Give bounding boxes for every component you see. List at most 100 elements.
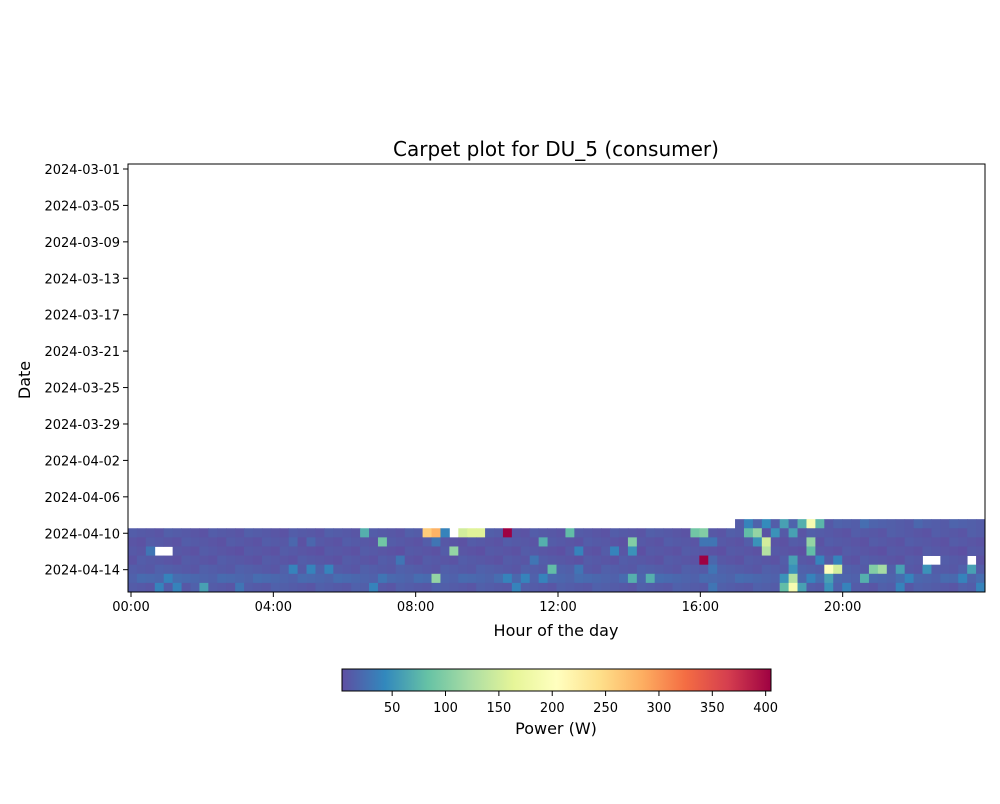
heatmap-cell [574, 555, 584, 566]
heatmap-cell [815, 573, 825, 584]
x-tick-label: 16:00 [682, 600, 719, 615]
heatmap-cell [449, 582, 459, 593]
heatmap-cell [788, 555, 798, 566]
heatmap-cell [877, 573, 888, 584]
heatmap-cell [476, 528, 486, 538]
heatmap-cell [868, 546, 879, 556]
heatmap-cell [556, 528, 566, 538]
heatmap-cell [788, 528, 798, 538]
heatmap-cell [235, 546, 245, 556]
heatmap-cell [342, 555, 352, 566]
heatmap-cell [128, 555, 138, 566]
heatmap-cell [288, 555, 299, 566]
heatmap-cell [556, 573, 566, 584]
heatmap-cell [235, 582, 245, 593]
heatmap-cell [708, 546, 718, 556]
heatmap-cell [520, 546, 531, 556]
heatmap-cell [690, 573, 700, 584]
heatmap-cell [913, 582, 923, 593]
x-axis: 00:00 04:00 08:00 12:00 16:00 20:00 [112, 592, 861, 615]
heatmap-cell [601, 582, 611, 593]
heatmap-cell [217, 564, 227, 575]
heatmap-cell [440, 528, 450, 538]
heatmap-cell [788, 573, 798, 584]
heatmap-cell [717, 564, 727, 575]
heatmap-cell [520, 564, 531, 575]
heatmap-cell [440, 564, 450, 575]
heatmap-cell [565, 546, 575, 556]
heatmap-cell [618, 537, 629, 547]
heatmap-cell [538, 573, 548, 584]
heatmap-cell [833, 582, 843, 593]
heatmap-cell [476, 573, 486, 584]
heatmap-cell [610, 573, 620, 584]
heatmap-cell [681, 555, 691, 566]
heatmap-cell [663, 528, 673, 538]
heatmap-cell [627, 555, 638, 566]
heatmap-cell [181, 537, 191, 547]
heatmap-cell [770, 564, 781, 575]
heatmap-cell [136, 555, 147, 566]
heatmap-cell [824, 528, 834, 538]
y-tick-label: 2024-04-14 [44, 564, 120, 579]
heatmap-cell [190, 564, 200, 575]
heatmap-cell [931, 537, 941, 547]
heatmap-cell [610, 582, 620, 593]
heatmap-cell [949, 528, 959, 538]
heatmap-cell [565, 537, 575, 547]
heatmap-cell [547, 573, 557, 584]
heatmap-cell [895, 537, 906, 547]
heatmap-cell [940, 582, 950, 593]
heatmap-cell [949, 573, 959, 584]
heatmap-cell [752, 582, 763, 593]
heatmap-cell [154, 555, 165, 566]
heatmap-cell [136, 537, 147, 547]
heatmap-cell [949, 582, 959, 593]
heatmap-cell [735, 519, 745, 529]
heatmap-cell [851, 582, 861, 593]
heatmap-cell [520, 528, 531, 538]
y-axis-label: Date [15, 361, 34, 399]
heatmap-cell [672, 546, 682, 556]
heatmap-cell [181, 546, 191, 556]
heatmap-cell [431, 564, 441, 575]
heatmap-cell [833, 546, 843, 556]
heatmap-cell [851, 519, 861, 529]
heatmap-cell [502, 528, 513, 538]
heatmap-cell [494, 546, 504, 556]
heatmap-cell [351, 537, 361, 547]
heatmap-cell [663, 564, 673, 575]
heatmap-cell [904, 519, 914, 529]
y-tick-label: 2024-03-29 [44, 418, 120, 433]
heatmap-cell [458, 573, 468, 584]
heatmap-cell [306, 582, 316, 593]
x-axis-label: Hour of the day [494, 621, 619, 640]
heatmap-cell [511, 564, 522, 575]
heatmap-cell [190, 528, 200, 538]
heatmap-cell [547, 582, 557, 593]
heatmap-cell [386, 555, 397, 566]
heatmap-cell [833, 555, 843, 566]
colorbar-tick-label: 100 [433, 701, 458, 716]
heatmap-cell [663, 573, 673, 584]
heatmap-cell [654, 537, 665, 547]
heatmap-cell [681, 528, 691, 538]
heatmap-cell [601, 528, 611, 538]
heatmap-cell [208, 528, 218, 538]
heatmap-cell [199, 528, 209, 538]
heatmap-cell [226, 537, 236, 547]
heatmap-cell [172, 564, 182, 575]
heatmap-cell [538, 582, 548, 593]
heatmap-cell [342, 546, 352, 556]
heatmap-cell [547, 546, 557, 556]
heatmap-cell [976, 582, 986, 593]
heatmap-cell [324, 537, 334, 547]
heatmap-cell [315, 546, 325, 556]
heatmap-cell [877, 564, 888, 575]
heatmap-cell [226, 573, 236, 584]
heatmap-cell [511, 528, 522, 538]
heatmap-cell [636, 528, 647, 538]
heatmap-cell [476, 555, 486, 566]
heatmap-cell [654, 573, 665, 584]
heatmap-cell [779, 546, 790, 556]
